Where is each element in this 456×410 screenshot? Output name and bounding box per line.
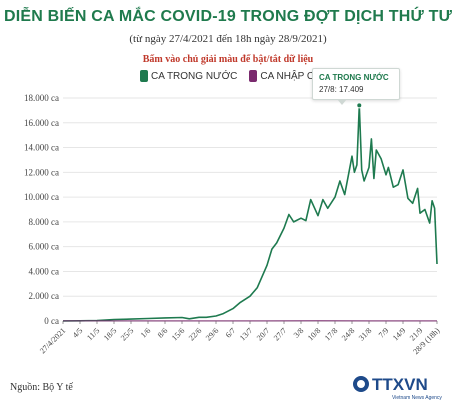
chart-title: DIỄN BIẾN CA MẮC COVID-19 TRONG ĐỢT DỊCH…: [3, 8, 453, 25]
peak-point: [356, 102, 363, 109]
legend-item-imported[interactable]: CA NHẬP CẢNH: [249, 70, 335, 82]
x-tick-label: 29/6: [204, 326, 220, 342]
tooltip-value: 27/8: 17.409: [319, 85, 364, 94]
series-line-domestic: [62, 104, 438, 322]
y-tick-label: 8.000 ca: [29, 217, 60, 227]
x-tick-label: 1/6: [139, 326, 153, 340]
x-tick-label: 18/5: [102, 326, 118, 342]
y-tick-label: 2.000 ca: [29, 291, 60, 301]
x-tick-label: 11/5: [85, 326, 101, 342]
legend-swatch-domestic: [140, 70, 148, 82]
x-tick-label: 31/8: [357, 326, 373, 342]
y-tick-label: 4.000 ca: [29, 266, 60, 276]
legend-hint: Bấm vào chủ giải màu để bật/tắt dữ liệu: [142, 54, 314, 65]
y-tick-label: 16.000 ca: [24, 118, 59, 128]
x-tick-label: 3/8: [292, 326, 306, 340]
source-note: Nguồn: Bộ Y tế: [10, 382, 73, 393]
x-tick-label: 4/5: [71, 326, 85, 340]
x-tick-label: 14/9: [391, 326, 407, 342]
y-tick-label: 12.000 ca: [24, 167, 59, 177]
ttxvn-logo: TTXVN Vietnam News Agency: [353, 375, 442, 401]
y-tick-label: 6.000 ca: [29, 242, 60, 252]
x-tick-label: 17/8: [323, 326, 339, 342]
logo-text: TTXVN: [372, 375, 428, 394]
x-tick-label: 22/6: [187, 326, 203, 342]
x-tick-label: 27/4/2021: [38, 326, 67, 355]
x-tick-label: 6/7: [224, 326, 238, 340]
y-tick-label: 18.000 ca: [24, 93, 59, 103]
legend-item-domestic[interactable]: CA TRONG NƯỚC: [140, 70, 237, 82]
x-tick-label: 25/5: [119, 326, 135, 342]
tooltip-title: CA TRONG NƯỚC: [319, 73, 389, 82]
logo-subtext: Vietnam News Agency: [392, 395, 442, 401]
chart-subtitle: (từ ngày 27/4/2021 đến 18h ngày 28/9/202…: [129, 33, 327, 45]
x-tick-label: 7/9: [377, 326, 391, 340]
y-tick-label: 10.000 ca: [24, 192, 59, 202]
x-tick-label: 8/6: [156, 326, 170, 340]
legend-label-domestic: CA TRONG NƯỚC: [151, 70, 238, 82]
legend-label-imported: CA NHẬP CẢNH: [260, 70, 336, 82]
x-tick-label: 10/8: [306, 326, 322, 342]
x-tick-label: 20/7: [255, 326, 271, 342]
legend: CA TRONG NƯỚC CA NHẬP CẢNH: [140, 70, 335, 82]
x-tick-label: 24/8: [340, 326, 356, 342]
x-tick-label: 27/7: [272, 326, 288, 342]
x-tick-label: 15/6: [170, 326, 186, 342]
y-tick-label: 0 ca: [44, 316, 59, 326]
legend-swatch-imported: [249, 70, 258, 82]
data-tooltip: CA TRONG NƯỚC 27/8: 17.409: [312, 68, 400, 105]
x-tick-label: 13/7: [238, 326, 254, 342]
y-tick-label: 14.000 ca: [24, 143, 59, 153]
